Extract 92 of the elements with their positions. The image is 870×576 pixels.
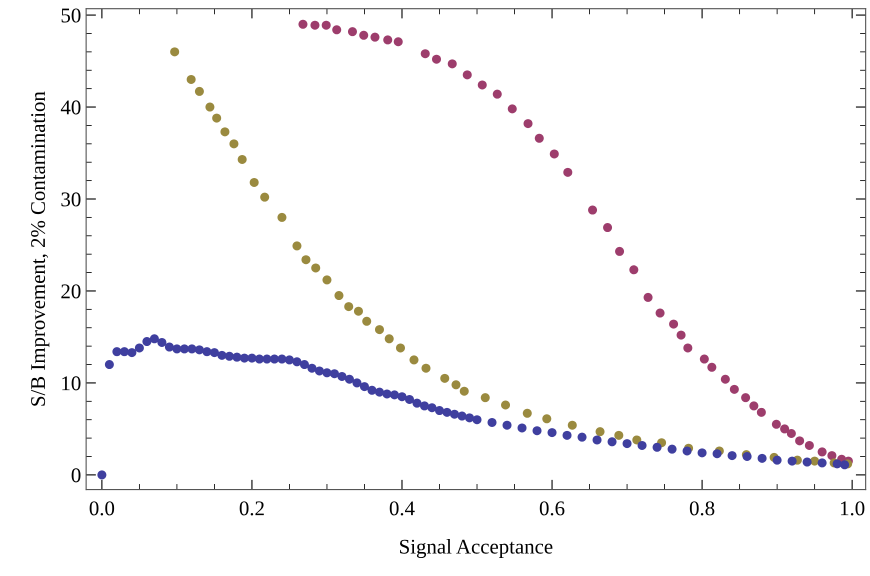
point [615, 246, 624, 256]
point [322, 275, 332, 284]
point [362, 316, 372, 326]
point [396, 343, 405, 352]
point [827, 451, 836, 460]
point [644, 292, 653, 302]
point [344, 302, 354, 312]
point [322, 20, 331, 30]
point [741, 393, 750, 402]
x-tick-label: 0.4 [390, 501, 415, 516]
point [354, 306, 363, 316]
x-tick-label: 0.6 [540, 501, 564, 516]
point [588, 206, 598, 215]
point [205, 102, 214, 112]
point [194, 86, 204, 96]
point [772, 420, 781, 429]
point [394, 37, 403, 46]
y-tick-label: 30 [61, 192, 80, 206]
point [780, 424, 790, 434]
point [384, 334, 394, 344]
point [374, 325, 384, 334]
point [383, 35, 392, 44]
point [238, 154, 247, 164]
point [786, 429, 796, 438]
point [186, 74, 196, 84]
point [818, 447, 827, 456]
point [534, 134, 544, 143]
point [420, 49, 430, 58]
point [501, 400, 510, 410]
point [250, 178, 259, 187]
y-tick-label: 20 [61, 284, 80, 298]
point [448, 59, 457, 68]
point [332, 25, 342, 34]
point [669, 320, 678, 329]
y-axis-title: S/B Improvement, 2% Contamination [31, 91, 50, 406]
point [298, 20, 308, 29]
point [707, 362, 716, 372]
point [440, 374, 450, 383]
point [522, 408, 532, 418]
y-tick-label: 0 [72, 468, 80, 482]
point [804, 440, 814, 450]
point [492, 90, 502, 99]
point [656, 308, 665, 318]
point [542, 414, 552, 424]
x-tick-label: 1.0 [840, 501, 864, 516]
point [550, 149, 559, 158]
point [277, 212, 286, 222]
point [614, 430, 624, 440]
point [603, 223, 612, 232]
x-tick-label: 0.0 [90, 501, 114, 516]
point [756, 408, 766, 417]
point [795, 436, 804, 446]
point [292, 241, 302, 250]
x-axis-title: Signal Acceptance [400, 539, 552, 558]
point [524, 119, 533, 128]
point [311, 263, 320, 272]
point [220, 127, 230, 136]
point [596, 427, 605, 436]
point [568, 420, 577, 430]
point [720, 374, 730, 384]
point [460, 386, 469, 396]
point [301, 255, 310, 264]
point [683, 343, 692, 352]
y-tick-label: 10 [62, 376, 80, 390]
point [508, 104, 517, 114]
point [478, 80, 487, 90]
x-tick-label: 0.8 [690, 501, 714, 516]
point [462, 70, 472, 80]
point [432, 54, 441, 64]
point [563, 168, 572, 177]
point [480, 393, 490, 402]
point [370, 32, 380, 42]
y-tick-label: 40 [60, 100, 80, 114]
point [676, 330, 686, 340]
point [749, 401, 758, 410]
point [170, 47, 180, 56]
point [310, 20, 320, 30]
y-tick-label: 50 [62, 8, 80, 23]
point [452, 380, 461, 390]
point [730, 384, 739, 394]
point [409, 355, 418, 364]
point [334, 291, 344, 300]
point [212, 114, 222, 123]
point [260, 192, 270, 202]
point [229, 139, 238, 148]
x-tick-label: 0.2 [240, 501, 264, 516]
point [629, 265, 638, 274]
point [359, 30, 368, 40]
point [632, 435, 642, 444]
point [348, 27, 357, 36]
point [421, 364, 430, 373]
point [700, 354, 709, 364]
